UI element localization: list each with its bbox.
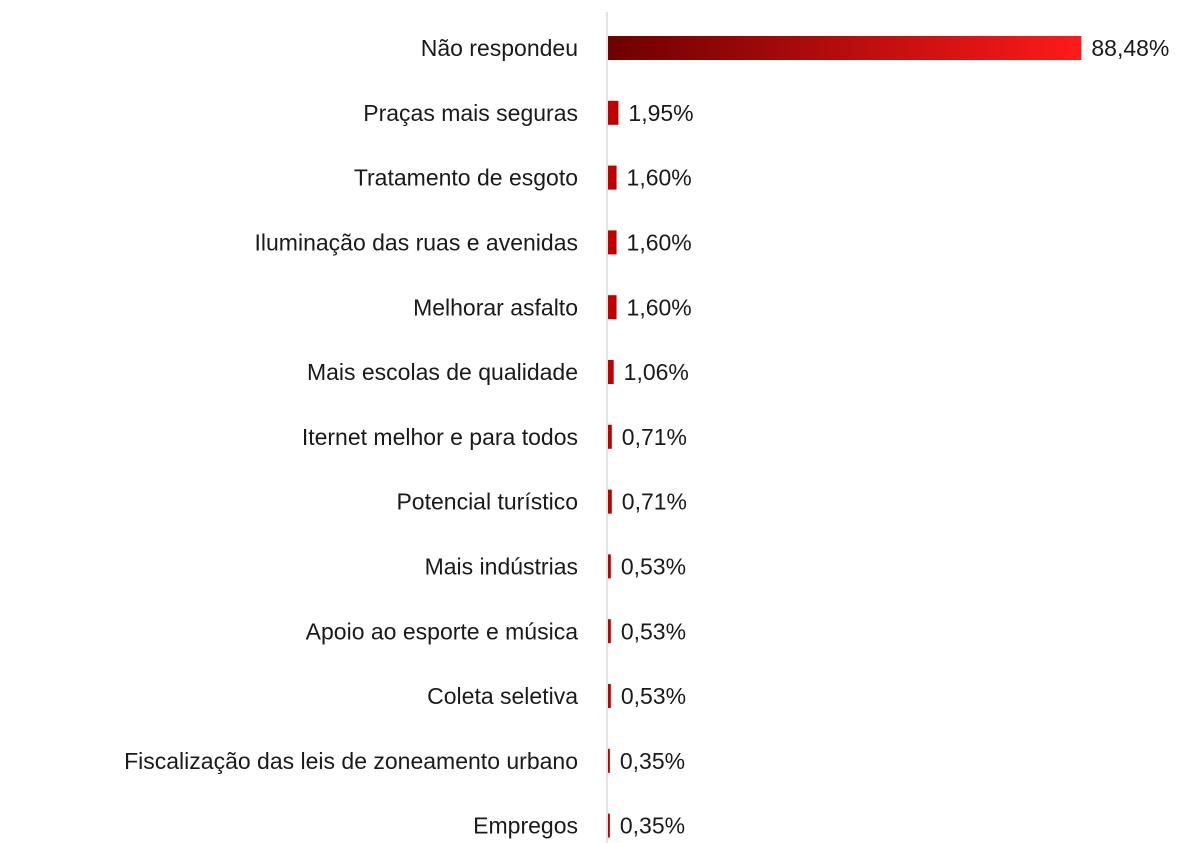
value-label: 0,71%	[622, 489, 687, 515]
value-label: 1,60%	[627, 294, 692, 320]
value-label: 0,71%	[622, 424, 687, 450]
bar	[608, 360, 614, 384]
category-label: Melhorar asfalto	[413, 294, 578, 320]
category-label: Empregos	[473, 813, 578, 839]
category-label: Iluminação das ruas e avenidas	[255, 229, 578, 255]
bar	[608, 813, 610, 838]
value-label: 0,53%	[621, 683, 686, 709]
bar	[608, 36, 1082, 60]
value-label: 1,60%	[627, 229, 692, 255]
bar	[608, 100, 619, 125]
category-label: Coleta seletiva	[427, 683, 578, 709]
bar	[608, 489, 612, 514]
bar	[608, 295, 617, 320]
category-label: Fiscalização das leis de zoneamento urba…	[124, 748, 578, 774]
value-label: 0,35%	[620, 748, 685, 774]
value-label: 0,53%	[621, 618, 686, 644]
bar	[608, 684, 611, 708]
bar	[608, 554, 611, 579]
category-label: Apoio ao esporte e música	[306, 618, 579, 644]
value-label: 1,06%	[624, 359, 689, 385]
value-label: 0,53%	[621, 553, 686, 579]
bar	[608, 165, 617, 190]
category-label: Iternet melhor e para todos	[302, 424, 578, 450]
category-label: Praças mais seguras	[363, 100, 578, 126]
bar	[608, 424, 612, 449]
category-label: Não respondeu	[421, 35, 578, 61]
value-label: 88,48%	[1091, 35, 1169, 61]
bar	[608, 619, 611, 644]
bar	[608, 230, 617, 255]
value-label: 1,60%	[627, 165, 692, 191]
category-label: Mais escolas de qualidade	[307, 359, 578, 385]
category-label: Potencial turístico	[396, 489, 578, 515]
category-label: Mais indústrias	[425, 553, 578, 579]
bar	[608, 748, 610, 773]
category-label: Tratamento de esgoto	[354, 165, 578, 191]
value-label: 0,35%	[620, 813, 685, 839]
value-label: 1,95%	[628, 100, 693, 126]
